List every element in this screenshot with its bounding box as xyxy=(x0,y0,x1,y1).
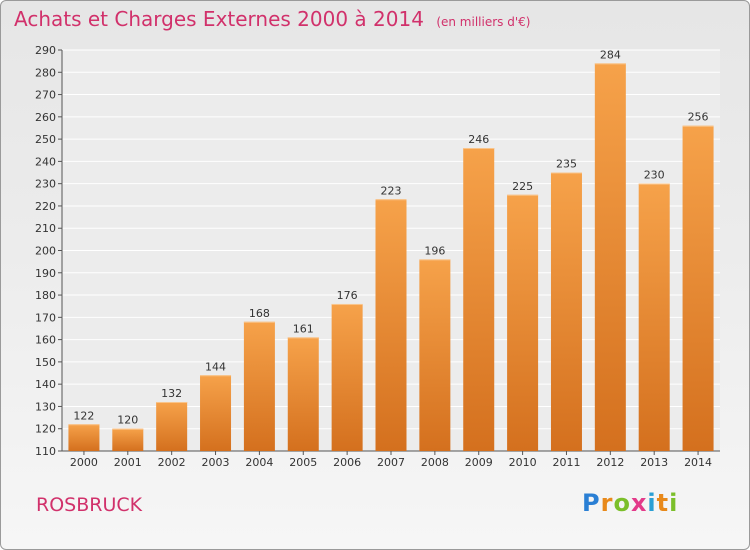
y-tick-label: 220 xyxy=(35,200,56,213)
data-label: 284 xyxy=(600,48,621,61)
x-tick-label: 2006 xyxy=(333,456,361,469)
x-tick-label: 2007 xyxy=(377,456,405,469)
bar xyxy=(68,424,100,451)
logo-letter: t xyxy=(656,489,670,517)
x-tick-label: 2008 xyxy=(421,456,449,469)
y-tick-label: 140 xyxy=(35,378,56,391)
x-tick-label: 2004 xyxy=(245,456,273,469)
y-tick-label: 240 xyxy=(35,155,56,168)
logo-letter: i xyxy=(647,489,657,517)
logo-letter: o xyxy=(613,489,631,517)
data-label: 223 xyxy=(381,184,402,197)
bars xyxy=(68,63,714,452)
y-tick-label: 110 xyxy=(35,445,56,458)
bar xyxy=(682,125,714,451)
logo-letter: r xyxy=(600,489,614,517)
data-label: 246 xyxy=(468,133,489,146)
logo-letter: i xyxy=(669,489,679,517)
y-tick-label: 260 xyxy=(35,111,56,124)
x-tick-label: 2010 xyxy=(509,456,537,469)
x-tick-label: 2002 xyxy=(158,456,186,469)
y-tick-label: 160 xyxy=(35,334,56,347)
bar xyxy=(638,183,670,451)
logo-letter: P xyxy=(582,489,601,517)
proxiti-logo: Proxiti xyxy=(582,489,678,517)
y-tick-label: 230 xyxy=(35,178,56,191)
data-label: 230 xyxy=(644,169,665,182)
bar xyxy=(331,303,363,451)
y-tick-label: 190 xyxy=(35,267,56,280)
data-label: 176 xyxy=(337,289,358,302)
bar xyxy=(200,375,232,451)
bar xyxy=(594,63,626,451)
data-label: 120 xyxy=(117,414,138,427)
x-tick-label: 2001 xyxy=(114,456,142,469)
bar xyxy=(112,428,144,451)
x-tick-label: 2011 xyxy=(552,456,580,469)
data-label: 235 xyxy=(556,158,577,171)
bar xyxy=(550,172,582,451)
y-tick-label: 210 xyxy=(35,222,56,235)
bar xyxy=(156,401,188,451)
data-label: 144 xyxy=(205,360,226,373)
data-label: 196 xyxy=(424,244,445,257)
y-tick-label: 180 xyxy=(35,289,56,302)
y-tick-label: 290 xyxy=(35,44,56,57)
y-tick-label: 150 xyxy=(35,356,56,369)
y-tick-label: 270 xyxy=(35,89,56,102)
data-label: 256 xyxy=(688,111,709,124)
place-name: ROSBRUCK xyxy=(36,494,143,516)
x-tick-label: 2012 xyxy=(596,456,624,469)
y-tick-label: 280 xyxy=(35,66,56,79)
x-tick-label: 2013 xyxy=(640,456,668,469)
bar xyxy=(243,321,275,451)
y-tick-label: 130 xyxy=(35,400,56,413)
x-tick-label: 2014 xyxy=(684,456,712,469)
chart-title: Achats et Charges Externes 2000 à 2014 (… xyxy=(14,7,530,31)
x-tick-label: 2003 xyxy=(202,456,230,469)
bar xyxy=(463,148,495,451)
bar xyxy=(375,199,407,451)
bar xyxy=(419,259,451,451)
title-text: Achats et Charges Externes 2000 à 2014 xyxy=(14,7,424,31)
logo-letter: x xyxy=(630,489,648,517)
bar xyxy=(507,194,539,452)
y-tick-label: 120 xyxy=(35,423,56,436)
data-labels: 122 120 132 144 168 161 176 223 196 246 225 235 284 2… xyxy=(73,48,708,426)
x-tick-label: 2000 xyxy=(70,456,98,469)
bar xyxy=(287,337,319,451)
data-label: 132 xyxy=(161,387,182,400)
unit-label: (en milliers d'€) xyxy=(436,15,531,29)
y-tick-label: 170 xyxy=(35,311,56,324)
x-tick-label: 2009 xyxy=(465,456,493,469)
x-tick-label: 2005 xyxy=(289,456,317,469)
data-label: 161 xyxy=(293,322,314,335)
y-tick-label: 200 xyxy=(35,245,56,258)
data-label: 122 xyxy=(73,409,94,422)
y-tick-label: 250 xyxy=(35,133,56,146)
data-label: 168 xyxy=(249,307,270,320)
data-label: 225 xyxy=(512,180,533,193)
